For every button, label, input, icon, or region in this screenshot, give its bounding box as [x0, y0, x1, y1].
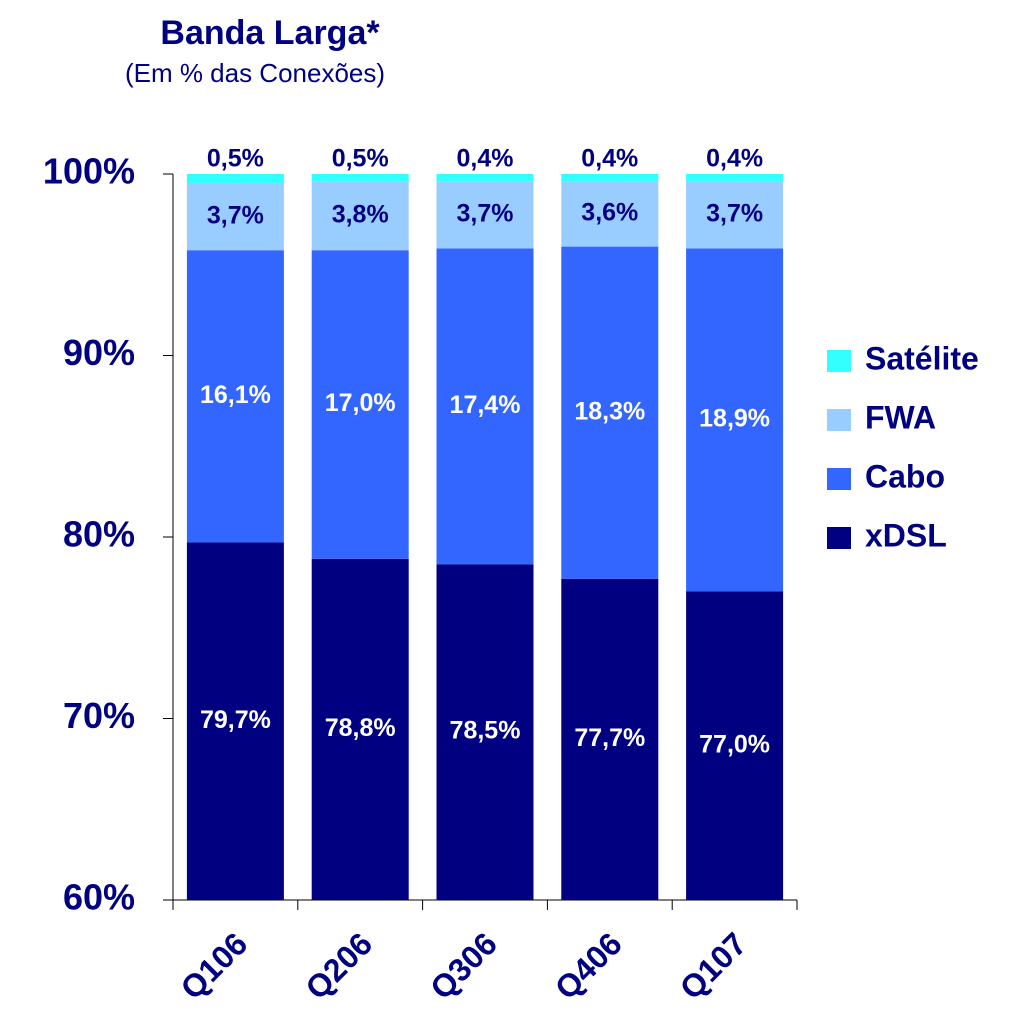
value-label: 0,5%	[207, 145, 264, 173]
value-label: 79,7%	[200, 706, 271, 734]
bar-segment	[561, 246, 659, 579]
value-label: 3,6%	[581, 199, 638, 227]
value-label: 77,0%	[699, 730, 770, 758]
value-label: 0,5%	[332, 145, 389, 173]
value-label: 18,3%	[574, 397, 645, 425]
bar-segment	[186, 542, 284, 900]
bar-segment	[436, 174, 534, 182]
bar-segment	[561, 578, 659, 900]
bar-segment	[686, 174, 784, 182]
bar-segment	[686, 248, 784, 592]
legend-swatch	[827, 468, 851, 490]
legend-label: xDSL	[865, 517, 947, 553]
y-tick-label: 80%	[63, 514, 135, 555]
value-label: 77,7%	[574, 724, 645, 752]
legend-swatch	[827, 350, 851, 372]
bar-segment	[436, 181, 534, 249]
x-tick-label: Q306	[423, 925, 504, 1006]
value-label: 16,1%	[200, 381, 271, 409]
bar-segment	[186, 183, 284, 251]
value-label: 3,7%	[207, 201, 264, 229]
x-tick-label: Q106	[174, 925, 255, 1006]
value-label: 17,0%	[325, 389, 396, 417]
bar-segment	[686, 591, 784, 900]
y-tick-label: 70%	[63, 695, 135, 736]
y-tick-label: 100%	[43, 151, 135, 192]
bar-segment	[436, 564, 534, 900]
value-label: 0,4%	[581, 145, 638, 173]
value-label: 0,4%	[706, 145, 763, 173]
x-tick-label: Q206	[298, 925, 379, 1006]
y-tick-label: 60%	[63, 877, 135, 918]
value-label: 3,8%	[332, 200, 389, 228]
chart-subtitle: (Em % das Conexões)	[125, 58, 385, 88]
bar-segment	[436, 248, 534, 565]
bar-segment	[561, 174, 659, 182]
bar-segment	[311, 174, 409, 182]
bar-segment	[186, 174, 284, 184]
x-tick-label: Q107	[673, 925, 754, 1006]
value-label: 3,7%	[457, 199, 514, 227]
legend-label: Cabo	[865, 458, 945, 494]
legend-swatch	[827, 409, 851, 431]
value-label: 78,8%	[325, 714, 396, 742]
legend-swatch	[827, 527, 851, 549]
bar-segment	[311, 181, 409, 251]
x-tick-label: Q406	[548, 925, 629, 1006]
y-tick-label: 90%	[63, 332, 135, 373]
bar-segment	[561, 181, 659, 247]
value-label: 3,7%	[706, 199, 763, 227]
legend-label: FWA	[865, 399, 936, 435]
value-label: 18,9%	[699, 405, 770, 433]
legend-label: Satélite	[865, 340, 979, 376]
value-label: 17,4%	[450, 391, 521, 419]
value-label: 78,5%	[450, 717, 521, 745]
bar-segment	[686, 181, 784, 249]
chart-title: Banda Larga*	[160, 14, 380, 52]
bar-segment	[311, 558, 409, 900]
bar-segment	[311, 250, 409, 559]
value-label: 0,4%	[457, 145, 514, 173]
bar-segment	[186, 250, 284, 543]
